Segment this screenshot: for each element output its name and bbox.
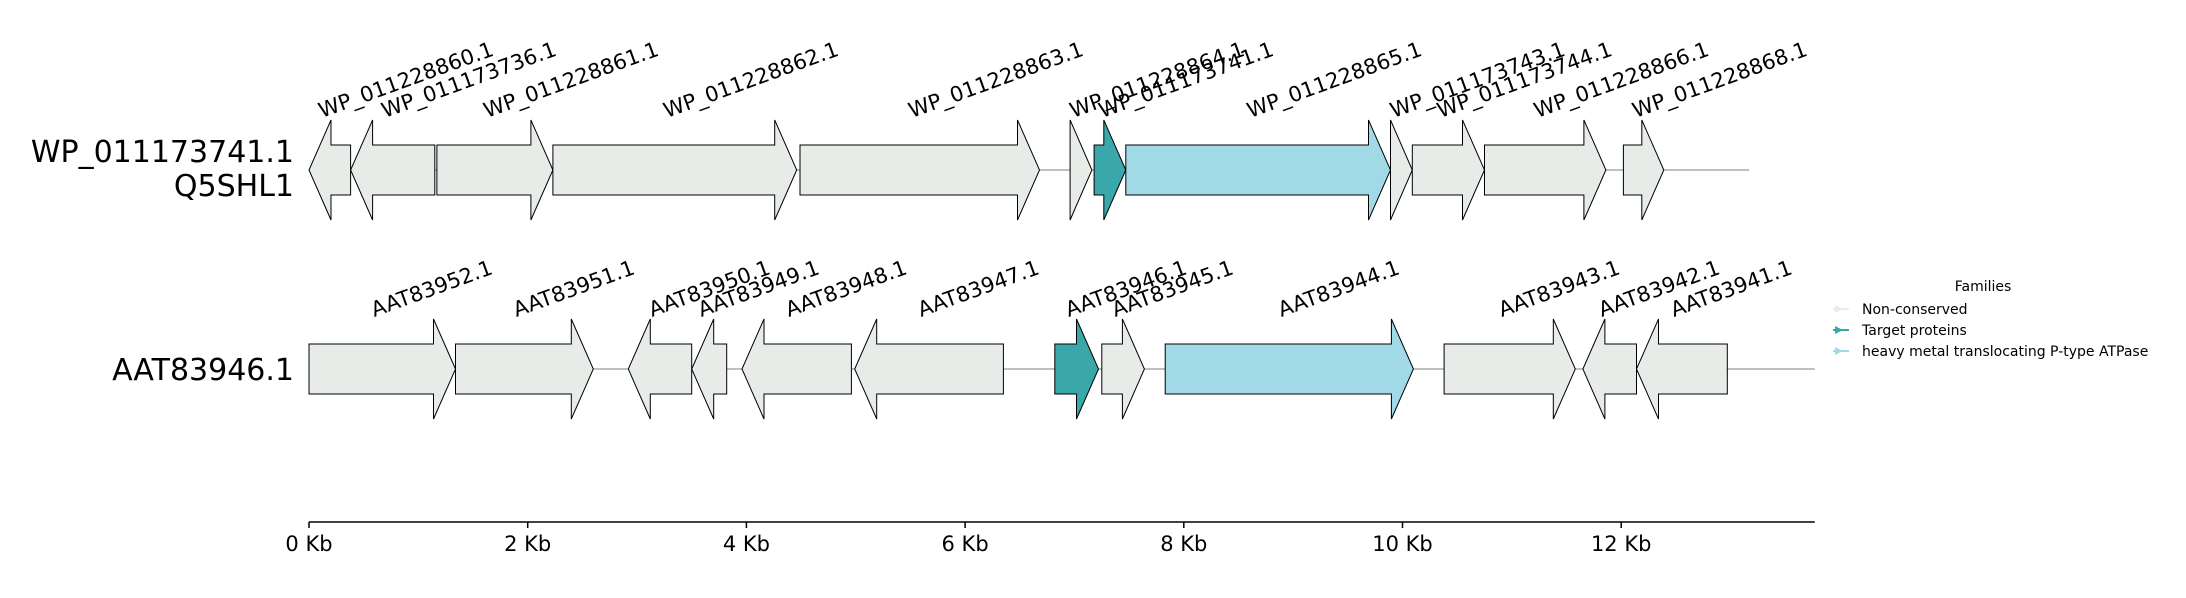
gene-label: AAT83944.1 (1275, 256, 1403, 322)
gene-arrow-AAT83944.1 (1164, 318, 1414, 420)
legend-label: heavy metal translocating P-type ATPase (1862, 344, 2148, 360)
gene-arrow-WP_011173743.1 (1390, 119, 1413, 221)
gene-arrow-WP_011228862.1 (552, 119, 798, 221)
x-tick-label: 10 Kb (1372, 532, 1433, 556)
gene-arrow-AAT83941.1 (1635, 318, 1728, 420)
gene-arrow-WP_011173744.1 (1411, 119, 1486, 221)
x-tick-label: 8 Kb (1160, 532, 1207, 556)
legend-arrow-icon (1835, 326, 1843, 334)
gene-arrow-AAT83945.1 (1101, 318, 1145, 420)
gene-arrow-AAT83952.1 (308, 318, 457, 420)
gene-arrow-WP_011228863.1 (799, 119, 1041, 221)
gene-arrow-WP_011173741.1 (1093, 119, 1127, 221)
legend-arrow-icon (1835, 305, 1843, 313)
gene-arrow-WP_011228861.1 (436, 119, 554, 221)
legend-label: Target proteins (1861, 323, 1967, 339)
gene-arrow-AAT83949.1 (691, 318, 728, 420)
legend-item: Target proteins (1833, 323, 1967, 339)
track-label: AAT83946.1 (112, 353, 294, 388)
track-label: WP_011173741.1 (31, 135, 294, 170)
gene-label: WP_011228861.1 (480, 37, 662, 123)
x-axis-ticks: 0 Kb 2 Kb 4 Kb 6 Kb 8 Kb 10 Kb 12 Kb (285, 522, 1651, 556)
gene-label: AAT83947.1 (915, 256, 1043, 322)
gene-arrow-AAT83947.1 (854, 318, 1004, 420)
gene-arrow-WP_011173736.1 (350, 119, 436, 221)
legend-items: Non-conserved Target proteins heavy metal … (1833, 302, 2148, 360)
gene-label: AAT83952.1 (368, 256, 496, 322)
genome-track: WP_011173741.1Q5SHL1WP_011228860.1WP_011… (31, 37, 1811, 221)
gene-arrow-AAT83950.1 (627, 318, 693, 420)
gene-arrow-WP_011228860.1 (308, 119, 352, 221)
legend-arrow-icon (1835, 347, 1843, 355)
x-tick-label: 6 Kb (942, 532, 989, 556)
gene-arrow-AAT83948.1 (741, 318, 852, 420)
gene-arrow-WP_011228865.1 (1125, 119, 1392, 221)
gene-label: WP_011228868.1 (1629, 37, 1811, 123)
x-tick-label: 0 Kb (285, 532, 332, 556)
track-label: Q5SHL1 (174, 169, 294, 204)
x-axis: 0 Kb 2 Kb 4 Kb 6 Kb 8 Kb 10 Kb 12 Kb (285, 521, 1815, 556)
legend-label: Non-conserved (1862, 302, 1968, 318)
gene-label: AAT83951.1 (510, 256, 638, 322)
x-tick-label: 2 Kb (504, 532, 551, 556)
legend-item: heavy metal translocating P-type ATPase (1833, 344, 2148, 360)
x-tick-label: 12 Kb (1591, 532, 1652, 556)
legend: Families Non-conserved Target proteins hea… (1833, 279, 2148, 360)
gene-arrow-AAT83942.1 (1582, 318, 1637, 420)
gene-arrow-WP_011228864.1 (1069, 119, 1093, 221)
x-tick-label: 4 Kb (723, 532, 770, 556)
tracks-layer: WP_011173741.1Q5SHL1WP_011228860.1WP_011… (31, 37, 1815, 420)
gene-arrow-AAT83951.1 (455, 318, 594, 420)
gene-arrow-AAT83946.1 (1054, 318, 1100, 420)
legend-item: Non-conserved (1833, 302, 1968, 318)
legend-title: Families (1955, 279, 2012, 295)
gene-arrow-WP_011228868.1 (1622, 119, 1665, 221)
gene-label: WP_011228863.1 (905, 37, 1087, 123)
gene-arrow-WP_011228866.1 (1484, 119, 1607, 221)
gene-label: WP_011228862.1 (660, 37, 842, 123)
gene-arrow-AAT83943.1 (1443, 318, 1576, 420)
